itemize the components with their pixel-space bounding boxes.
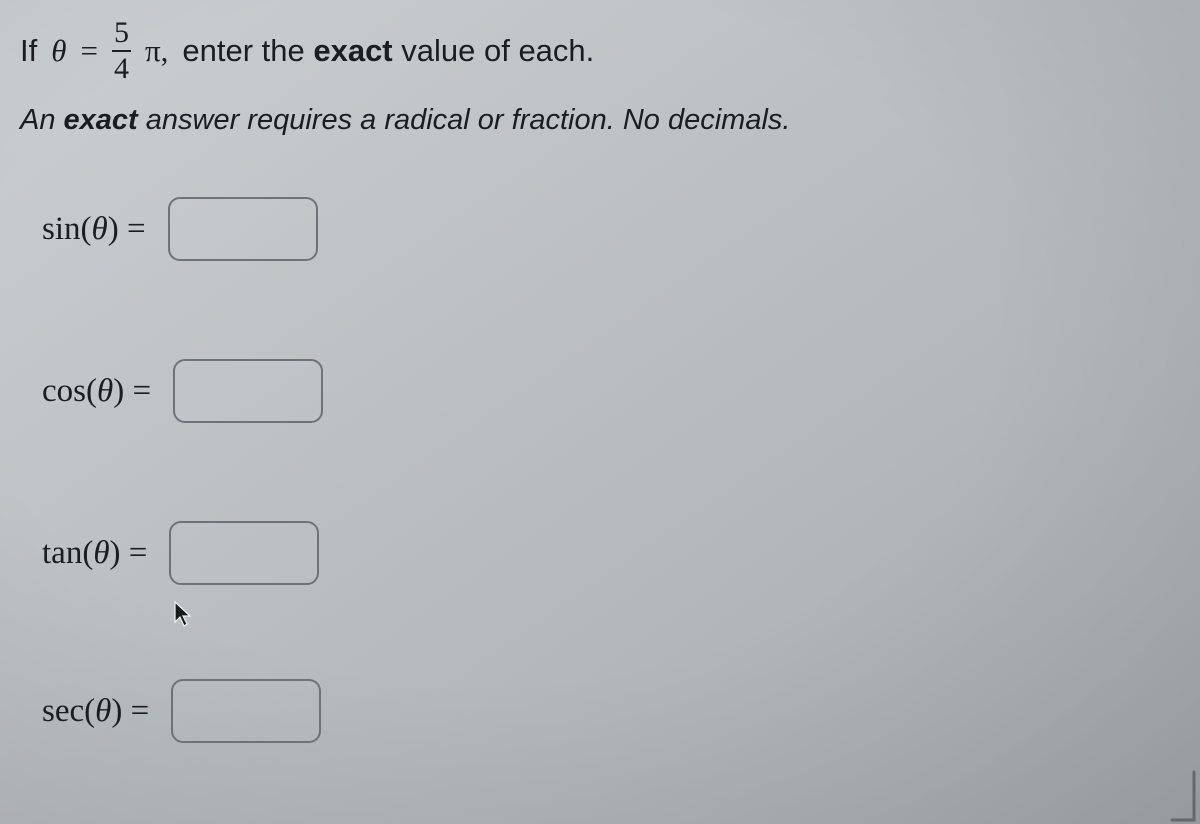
- corner-icon: [1166, 760, 1200, 824]
- hint-prefix: An: [20, 104, 64, 136]
- input-cos[interactable]: [173, 359, 323, 423]
- prompt-rest: enter the exact value of each.: [182, 33, 594, 69]
- row-sec: sec(θ) =: [42, 679, 1180, 743]
- prompt-rest-bold: exact: [313, 33, 392, 68]
- equals-sign: =: [80, 33, 97, 69]
- paren-open: (: [82, 535, 93, 571]
- fraction: 5 4: [112, 18, 131, 84]
- eq-cos: =: [132, 373, 151, 409]
- answer-rows: sin(θ) = cos(θ) = tan(θ) = sec(θ) =: [20, 197, 1180, 747]
- paren-open: (: [81, 211, 92, 247]
- eq-sin: =: [127, 211, 146, 247]
- theta-sec: θ: [95, 693, 111, 729]
- label-sin: sin(θ) =: [42, 211, 146, 248]
- theta-sin: θ: [92, 211, 108, 247]
- input-sec[interactable]: [171, 679, 321, 743]
- theta-cos: θ: [97, 373, 113, 409]
- hint-emph: exact: [64, 104, 138, 136]
- label-cos: cos(θ) =: [42, 373, 151, 410]
- theta-symbol: θ: [51, 33, 66, 69]
- paren-close: ): [113, 373, 124, 409]
- question-page: If θ = 5 4 π, enter the exact value of e…: [0, 0, 1200, 747]
- fn-sec: sec: [42, 693, 84, 729]
- fn-cos: cos: [42, 373, 86, 409]
- input-sin[interactable]: [168, 197, 318, 261]
- paren-open: (: [86, 373, 97, 409]
- prompt-rest-before: enter the: [182, 33, 313, 68]
- label-tan: tan(θ) =: [42, 535, 147, 572]
- prompt-rest-after: value of each.: [393, 33, 595, 68]
- row-tan: tan(θ) =: [42, 521, 1180, 585]
- fn-sin: sin: [42, 211, 81, 247]
- prompt-line: If θ = 5 4 π, enter the exact value of e…: [20, 18, 1180, 84]
- paren-open: (: [84, 693, 95, 729]
- if-word: If: [20, 33, 37, 69]
- fraction-numerator: 5: [112, 18, 131, 50]
- eq-sec: =: [131, 693, 150, 729]
- hint-line: An exact answer requires a radical or fr…: [20, 104, 1180, 137]
- fraction-denominator: 4: [112, 52, 131, 84]
- fn-tan: tan: [42, 535, 82, 571]
- theta-tan: θ: [93, 535, 109, 571]
- pi-comma: π,: [145, 33, 168, 69]
- paren-close: ): [108, 211, 119, 247]
- eq-tan: =: [129, 535, 148, 571]
- row-cos: cos(θ) =: [42, 359, 1180, 423]
- row-sin: sin(θ) =: [42, 197, 1180, 261]
- label-sec: sec(θ) =: [42, 693, 149, 730]
- input-tan[interactable]: [169, 521, 319, 585]
- paren-close: ): [111, 693, 122, 729]
- paren-close: ): [110, 535, 121, 571]
- hint-suffix: answer requires a radical or fraction. N…: [138, 104, 791, 136]
